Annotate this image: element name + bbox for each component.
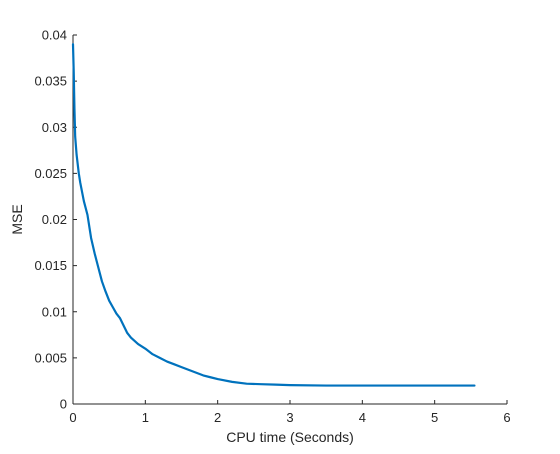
y-tick-label: 0.03 xyxy=(42,120,67,135)
y-tick-label: 0.025 xyxy=(34,166,67,181)
y-tick-label: 0.01 xyxy=(42,304,67,319)
y-axis-ticks: 0 0.005 0.01 0.015 0.02 0.025 0.03 0.035 0.04 xyxy=(34,28,77,412)
y-tick-label: 0 xyxy=(60,397,67,412)
x-tick-label: 1 xyxy=(142,410,149,425)
x-tick-label: 3 xyxy=(286,410,293,425)
mse-series-line xyxy=(71,43,476,387)
x-tick-label: 6 xyxy=(503,410,510,425)
y-axis-label: MSE xyxy=(9,204,25,234)
y-tick-label: 0.005 xyxy=(34,350,67,365)
x-tick-label: 4 xyxy=(359,410,366,425)
x-tick-label: 0 xyxy=(69,410,76,425)
x-axis-label: CPU time (Seconds) xyxy=(226,429,354,445)
x-axis-ticks: 0 1 2 3 4 5 6 xyxy=(69,400,511,425)
y-tick-label: 0.04 xyxy=(42,28,67,43)
y-tick-label: 0.035 xyxy=(34,74,67,89)
x-tick-label: 5 xyxy=(431,410,438,425)
x-tick-label: 2 xyxy=(214,410,221,425)
y-tick-label: 0.02 xyxy=(42,212,67,227)
y-tick-label: 0.015 xyxy=(34,258,67,273)
